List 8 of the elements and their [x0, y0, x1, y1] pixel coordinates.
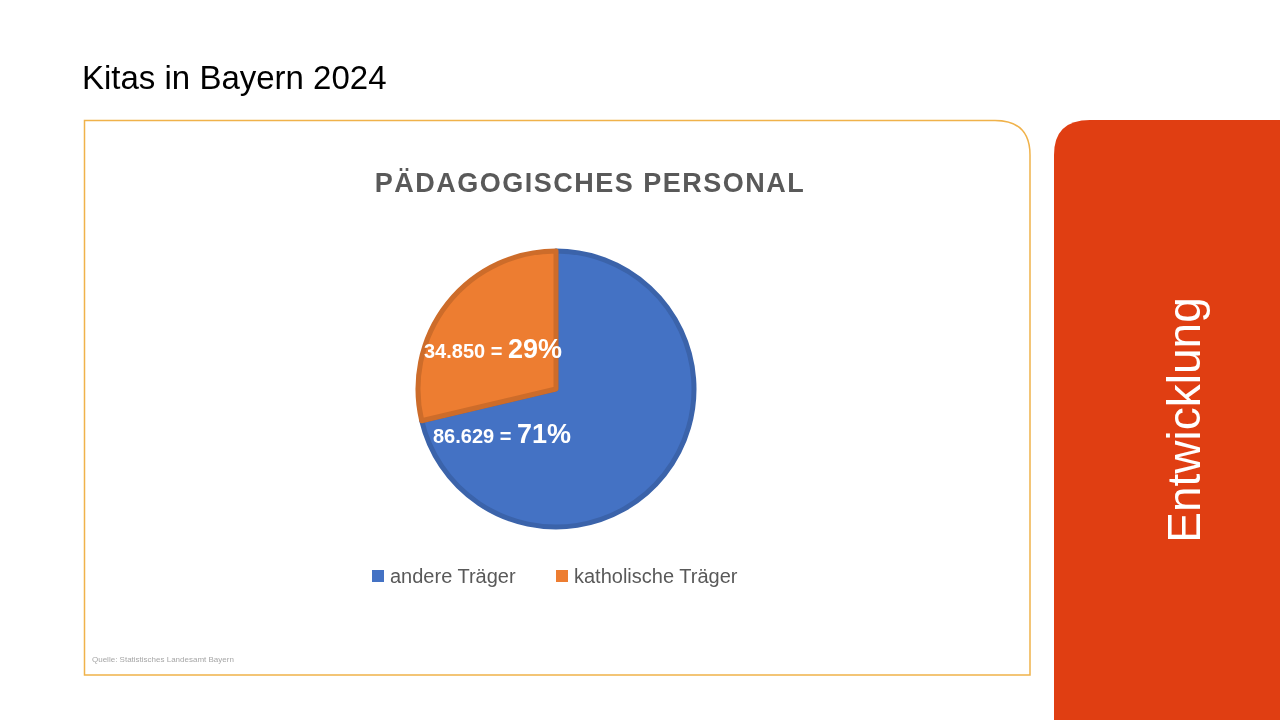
chart-title: PÄDAGOGISCHES PERSONAL	[374, 168, 806, 198]
legend-label: andere Träger	[390, 565, 516, 587]
legend-label: katholische Träger	[574, 565, 738, 587]
text: Kitas in Bayern 2024	[82, 59, 387, 96]
pie-slice	[419, 248, 697, 530]
text: Entwicklung	[1158, 297, 1211, 543]
data-label: 86.629 = 71%	[433, 419, 572, 449]
source-note: Quelle: Statistisches Landesamt Bayern	[92, 655, 234, 664]
